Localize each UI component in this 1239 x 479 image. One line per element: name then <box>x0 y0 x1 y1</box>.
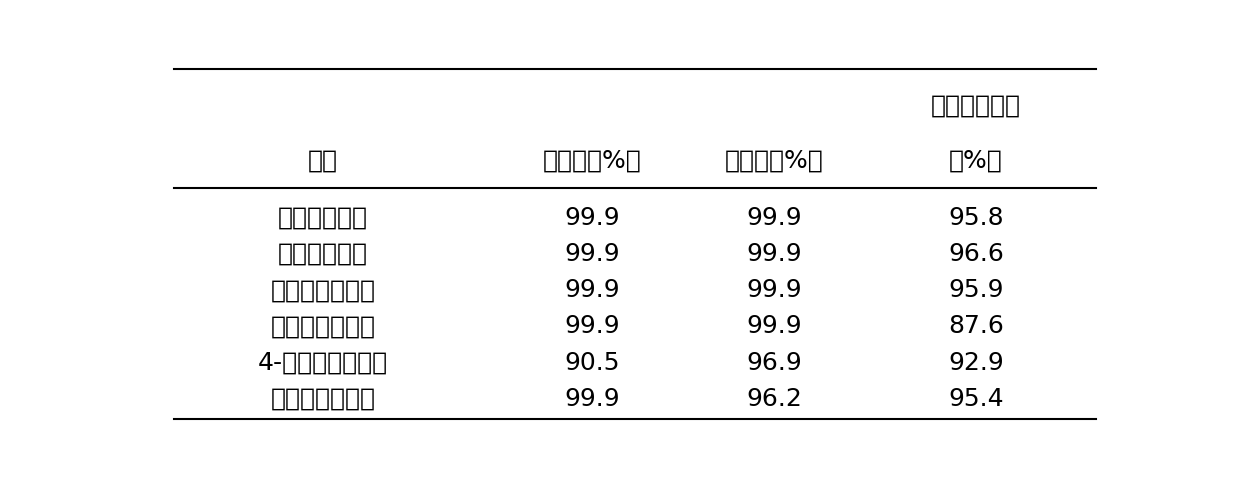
Text: 99.9: 99.9 <box>564 314 620 338</box>
Text: 99.9: 99.9 <box>746 314 802 338</box>
Text: 99.9: 99.9 <box>564 387 620 411</box>
Text: 87.6: 87.6 <box>948 314 1004 338</box>
Text: 96.9: 96.9 <box>746 351 802 375</box>
Text: 99.9: 99.9 <box>746 206 802 230</box>
Text: 99.9: 99.9 <box>746 278 802 302</box>
Text: 99.9: 99.9 <box>564 242 620 266</box>
Text: 99.9: 99.9 <box>746 242 802 266</box>
Text: 异丁酰乙酸甲酯: 异丁酰乙酸甲酯 <box>270 314 375 338</box>
Text: 96.2: 96.2 <box>746 387 802 411</box>
Text: 对映体选择性: 对映体选择性 <box>930 93 1021 117</box>
Text: 90.5: 90.5 <box>564 351 620 375</box>
Text: 99.9: 99.9 <box>564 206 620 230</box>
Text: 95.4: 95.4 <box>948 387 1004 411</box>
Text: 乙酰乙酸甲酯: 乙酰乙酸甲酯 <box>278 206 368 230</box>
Text: 苯甲酰乙酸乙酯: 苯甲酰乙酸乙酯 <box>270 387 375 411</box>
Text: 底物: 底物 <box>309 149 338 173</box>
Text: 4-氯乙酰乙酸甲酯: 4-氯乙酰乙酸甲酯 <box>258 351 388 375</box>
Text: 乙酰乙酸异丙酯: 乙酰乙酸异丙酯 <box>270 278 375 302</box>
Text: 95.8: 95.8 <box>948 206 1004 230</box>
Text: 选择性（%）: 选择性（%） <box>725 149 824 173</box>
Text: 转化率（%）: 转化率（%） <box>543 149 641 173</box>
Text: 99.9: 99.9 <box>564 278 620 302</box>
Text: 96.6: 96.6 <box>948 242 1004 266</box>
Text: 92.9: 92.9 <box>948 351 1004 375</box>
Text: （%）: （%） <box>949 149 1002 173</box>
Text: 乙酰乙酸乙酯: 乙酰乙酸乙酯 <box>278 242 368 266</box>
Text: 95.9: 95.9 <box>948 278 1004 302</box>
